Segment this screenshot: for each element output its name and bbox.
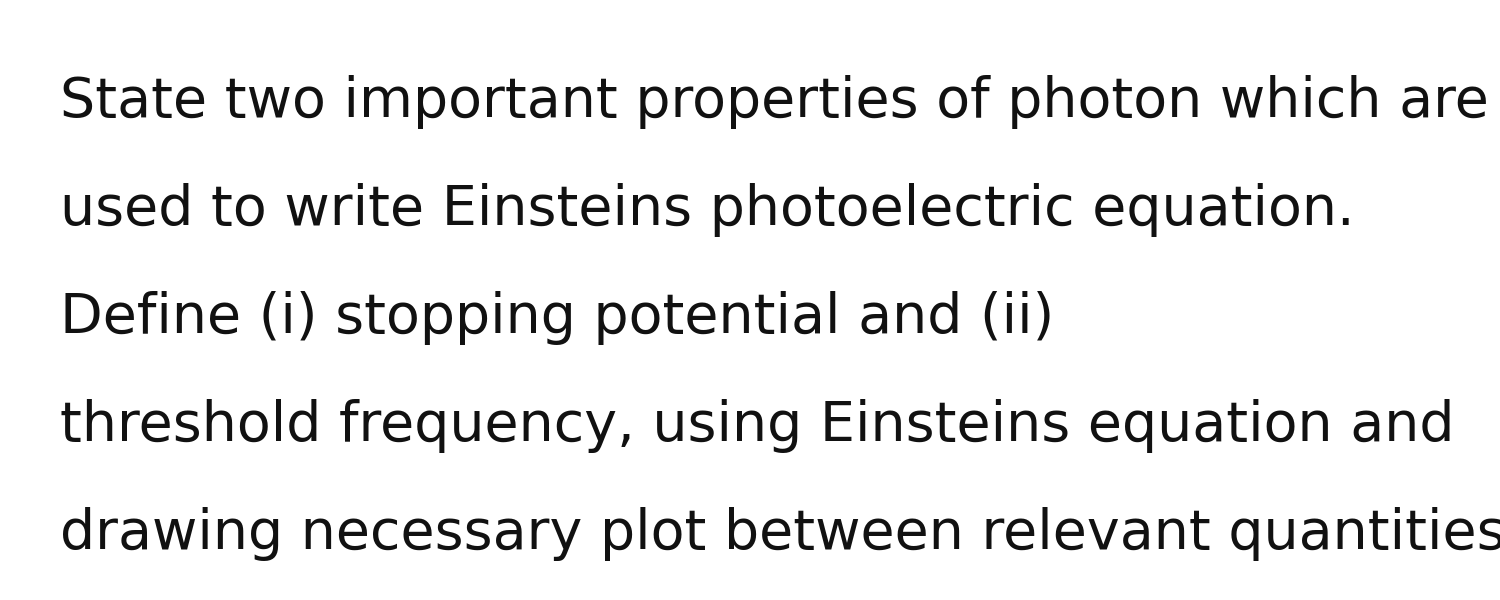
Text: drawing necessary plot between relevant quantities.: drawing necessary plot between relevant … [60,507,1500,561]
Text: Define (i) stopping potential and (ii): Define (i) stopping potential and (ii) [60,291,1054,345]
Text: threshold frequency, using Einsteins equation and: threshold frequency, using Einsteins equ… [60,399,1455,453]
Text: used to write Einsteins photoelectric equation.: used to write Einsteins photoelectric eq… [60,183,1354,237]
Text: State two important properties of photon which are: State two important properties of photon… [60,75,1490,129]
